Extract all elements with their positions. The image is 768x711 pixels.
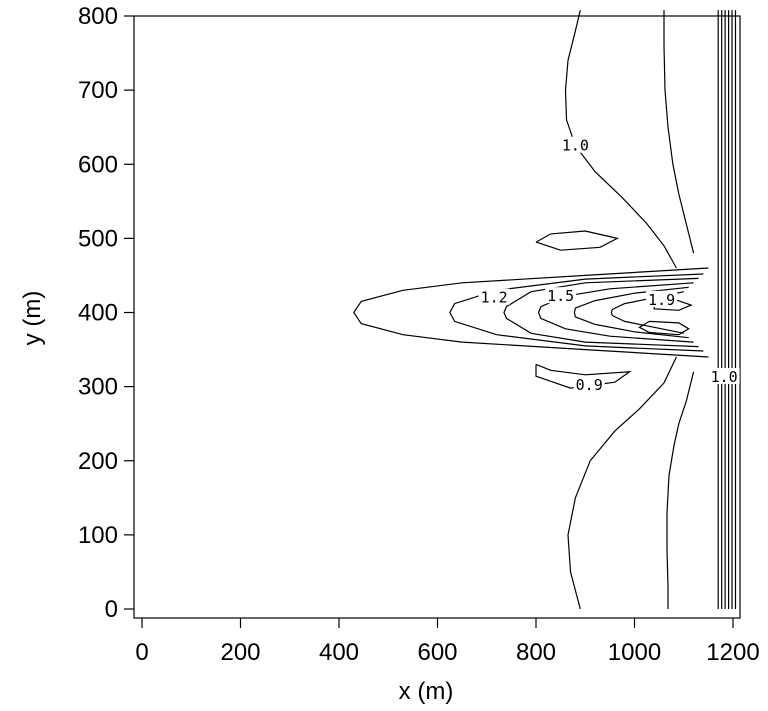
x-tick-label-200: 200 [220, 639, 260, 666]
contour-line-2 [663, 10, 695, 254]
y-tick-label-0: 0 [105, 596, 118, 623]
x-axis: 0 200 400 600 800 1000 1200 [135, 618, 760, 666]
x-tick-label-800: 800 [516, 639, 556, 666]
x-tick-label-1000: 1000 [608, 639, 661, 666]
contour-line-1 [567, 356, 677, 610]
contour-labels: 1.0 1.2 1.5 1.9 0.9 1.0 [478, 136, 740, 394]
y-tick-label-600: 600 [78, 151, 118, 178]
y-tick-label-100: 100 [78, 522, 118, 549]
contour-label-bg-3 [646, 290, 678, 307]
contour-label-1: 1.2 [481, 289, 508, 307]
contour-line-11 [449, 273, 704, 352]
contour-line-18 [535, 230, 620, 251]
contour-line-17 [638, 320, 690, 336]
contour-line-15 [610, 291, 684, 334]
y-tick-label-500: 500 [78, 225, 118, 252]
y-tick-label-800: 800 [78, 3, 118, 30]
contour-label-3: 1.9 [648, 291, 675, 309]
contour-lines [353, 9, 737, 610]
contour-label-bg-5 [708, 367, 740, 384]
contour-label-4: 0.9 [576, 376, 603, 394]
x-tick-label-600: 600 [417, 639, 457, 666]
plot-frame [133, 15, 741, 619]
contour-label-bg-4 [573, 376, 605, 393]
contour-label-5: 1.0 [711, 368, 738, 386]
x-tick-label-0: 0 [135, 639, 148, 666]
x-axis-title: x (m) [399, 678, 454, 705]
contour-label-bg-1 [478, 288, 510, 305]
contour-label-bg-2 [545, 287, 577, 304]
y-axis: 0 100 200 300 400 500 600 700 800 [78, 3, 134, 623]
contour-line-10 [353, 267, 709, 358]
contour-line-3 [666, 371, 695, 609]
y-tick-label-700: 700 [78, 77, 118, 104]
x-tick-label-1200: 1200 [706, 639, 759, 666]
y-tick-label-300: 300 [78, 374, 118, 401]
contour-line-13 [537, 282, 694, 343]
contour-line-12 [503, 277, 699, 348]
x-tick-label-400: 400 [319, 639, 359, 666]
y-tick-label-200: 200 [78, 448, 118, 475]
contour-line-14 [573, 286, 689, 339]
y-axis-title: y (m) [19, 291, 46, 346]
contour-label-0: 1.0 [562, 137, 589, 155]
contour-label-2: 1.5 [547, 287, 574, 305]
contour-line-19 [535, 363, 632, 389]
y-tick-label-400: 400 [78, 300, 118, 327]
contour-label-bg-0 [559, 136, 591, 153]
